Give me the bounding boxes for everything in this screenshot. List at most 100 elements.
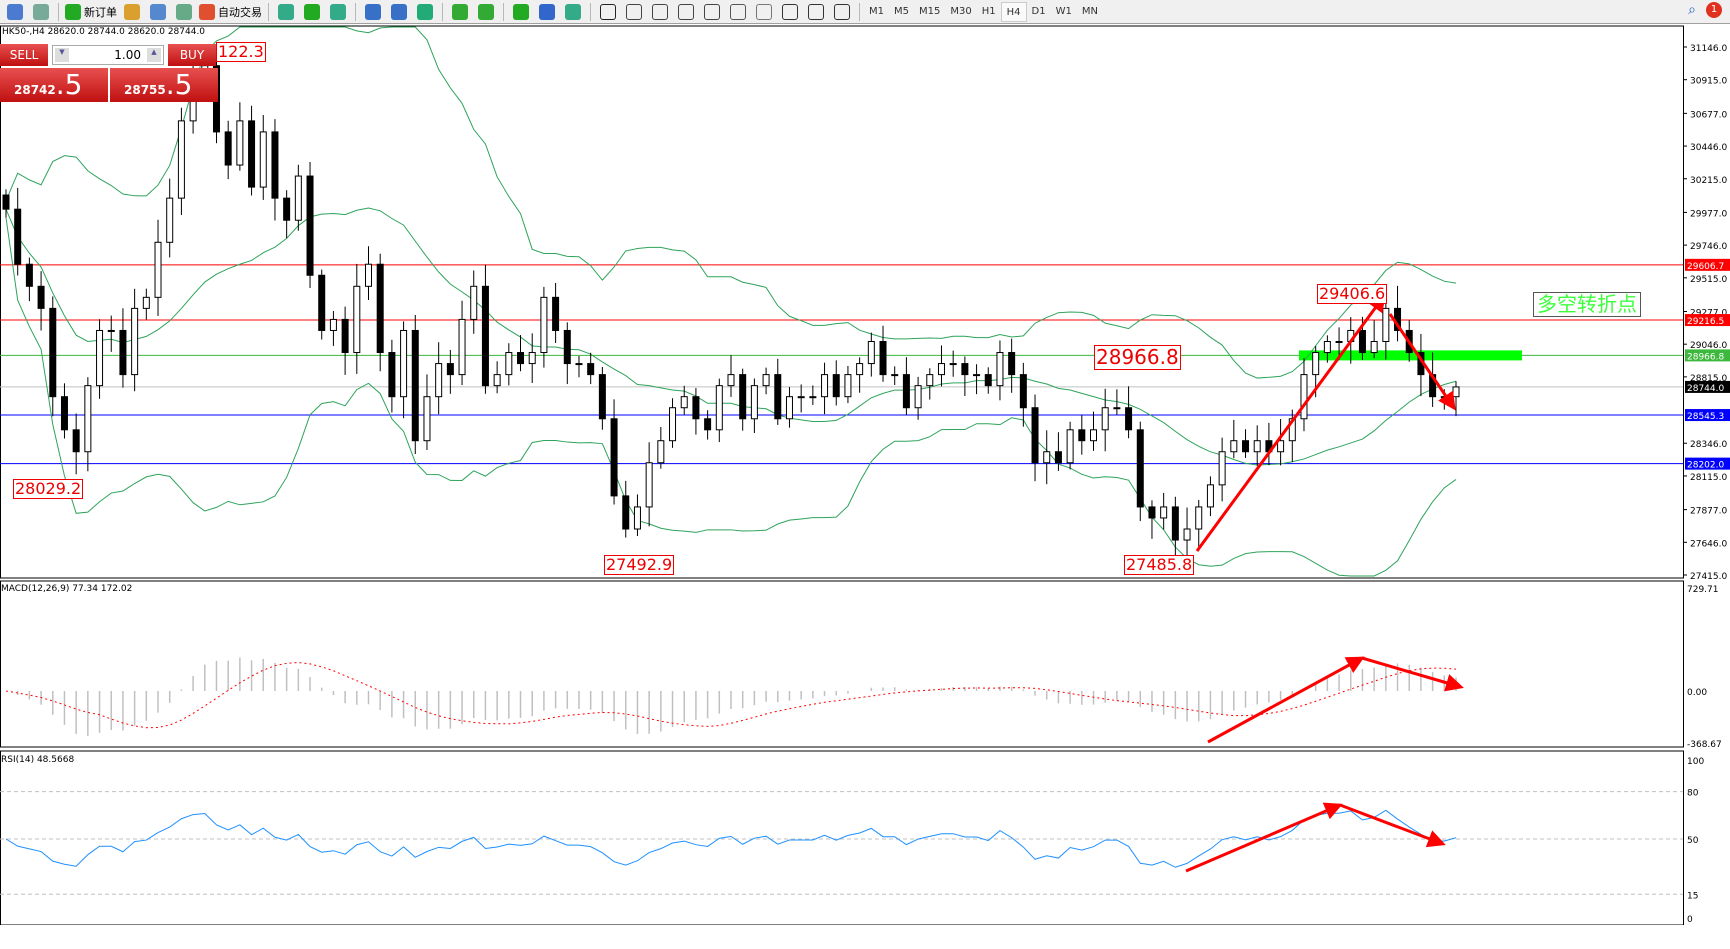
candle-body	[341, 318, 349, 354]
fibo-fan-icon	[756, 3, 772, 20]
templates-button[interactable]	[562, 2, 584, 22]
text-button[interactable]	[779, 2, 801, 22]
candle-body	[645, 462, 653, 508]
candlestick-button[interactable]	[301, 2, 323, 22]
candle-body	[119, 329, 127, 376]
candle-body	[96, 329, 104, 387]
indicators-icon	[513, 3, 529, 20]
indicators-button[interactable]	[510, 2, 532, 22]
sell-button[interactable]: SELL	[0, 44, 48, 66]
price-level-badge	[1685, 457, 1730, 470]
volume-up-button[interactable]: ▲	[147, 48, 161, 62]
volume-input[interactable]: 1.00	[114, 48, 141, 62]
crosshair-button[interactable]	[623, 2, 645, 22]
price-tick-label: 29515.0	[1690, 275, 1727, 285]
candle-body	[353, 285, 361, 354]
history-icon	[33, 3, 49, 20]
auto-trading-button[interactable]: 自动交易	[199, 2, 262, 22]
candle-body	[131, 307, 139, 376]
line-chart-button[interactable]	[327, 2, 349, 22]
candle-body	[470, 285, 478, 320]
text-icon	[782, 3, 798, 20]
main-pane-frame	[0, 25, 1684, 579]
zoom-in-button[interactable]	[362, 2, 384, 22]
candle-body	[318, 274, 326, 331]
candle-body	[1136, 429, 1144, 508]
timeframe-m30[interactable]: M30	[950, 5, 972, 17]
expert-button[interactable]	[121, 2, 143, 22]
candle-body	[154, 241, 162, 298]
vertical-line-button[interactable]	[649, 2, 671, 22]
navigator-button[interactable]	[173, 2, 195, 22]
trend-arrow	[1339, 803, 1446, 848]
sell-price[interactable]: 28742.5	[0, 68, 108, 102]
toolbar-separator	[590, 2, 591, 21]
market-watch-button[interactable]	[147, 2, 169, 22]
zoom-out-button[interactable]	[388, 2, 410, 22]
candle-body	[1277, 440, 1285, 453]
candle-body	[1171, 506, 1179, 541]
price-tick-label: 29277.0	[1690, 308, 1727, 318]
volume-stepper[interactable]: ▼ 1.00 ▲	[52, 45, 164, 65]
timeframe-m15[interactable]: M15	[919, 5, 941, 17]
toolbar-separator	[58, 2, 59, 21]
market-watch-icon	[150, 3, 166, 20]
timeframe-d1[interactable]: D1	[1031, 5, 1046, 17]
chart-shift-button[interactable]	[475, 2, 497, 22]
price-tick-label: 28815.0	[1690, 374, 1727, 384]
price-tick-label: 28346.0	[1690, 440, 1727, 450]
trend-arrow	[1388, 313, 1456, 411]
macd-tick-label: 729.71	[1687, 585, 1719, 595]
candle-body	[598, 374, 606, 420]
notification-badge[interactable]: 1	[1706, 2, 1722, 18]
bollinger-middle	[5, 207, 1457, 466]
rsi-pane-frame	[0, 750, 1684, 925]
timeframe-w1[interactable]: W1	[1055, 5, 1072, 17]
candle-body	[365, 263, 372, 287]
new-chart-button[interactable]	[4, 2, 26, 22]
periods-button[interactable]	[536, 2, 558, 22]
bar-chart-button[interactable]	[275, 2, 297, 22]
horizontal-line-button[interactable]	[675, 2, 697, 22]
candle-body	[797, 396, 805, 399]
timeframe-m5[interactable]: M5	[894, 5, 909, 17]
trend-arrow	[1361, 656, 1464, 692]
label-button[interactable]	[805, 2, 827, 22]
new-order-button[interactable]: 新订单	[65, 2, 117, 22]
candle-body	[248, 120, 256, 188]
candle-body	[973, 374, 981, 377]
macd-label: MACD(12,26,9) 77.34 172.02	[1, 584, 133, 594]
timeframe-m1[interactable]: M1	[869, 5, 884, 17]
candle-body	[446, 363, 454, 376]
cursor-button[interactable]	[597, 2, 619, 22]
price-tick-label: 27877.0	[1690, 507, 1727, 517]
new-chart-icon	[7, 3, 23, 20]
sell-price-main: 28742	[14, 83, 56, 97]
timeframe-h1[interactable]: H1	[981, 5, 996, 17]
timeframe-mn[interactable]: MN	[1081, 5, 1098, 17]
price-tick-label: 27646.0	[1690, 539, 1727, 549]
search-icon[interactable]: ⌕	[1688, 2, 1696, 18]
candle-body	[2, 194, 10, 210]
candle-body	[1054, 451, 1062, 464]
chart-area[interactable]: 31146.0 30915.0 30677.0 30446.0 30215.0 29977…	[0, 25, 1730, 925]
candle-body	[809, 396, 817, 399]
label-icon	[808, 3, 824, 20]
buy-button[interactable]: BUY	[168, 44, 216, 66]
trendline-button[interactable]	[701, 2, 723, 22]
fibonacci-button[interactable]	[727, 2, 749, 22]
autoscroll-button[interactable]	[449, 2, 471, 22]
candle-body	[821, 374, 829, 398]
arrows-button[interactable]	[831, 2, 853, 22]
tile-button[interactable]	[414, 2, 436, 22]
fibo-fan-button[interactable]	[753, 2, 775, 22]
volume-down-button[interactable]: ▼	[55, 48, 69, 62]
timeframe-h4[interactable]: H4	[1000, 1, 1027, 22]
templates-icon	[565, 3, 581, 20]
candle-body	[832, 374, 840, 398]
history-button[interactable]	[30, 2, 52, 22]
buy-price[interactable]: 28755.5	[110, 68, 218, 102]
price-tick-label: 30215.0	[1690, 176, 1727, 186]
fibonacci-icon	[730, 3, 746, 20]
periods-icon	[539, 3, 555, 20]
